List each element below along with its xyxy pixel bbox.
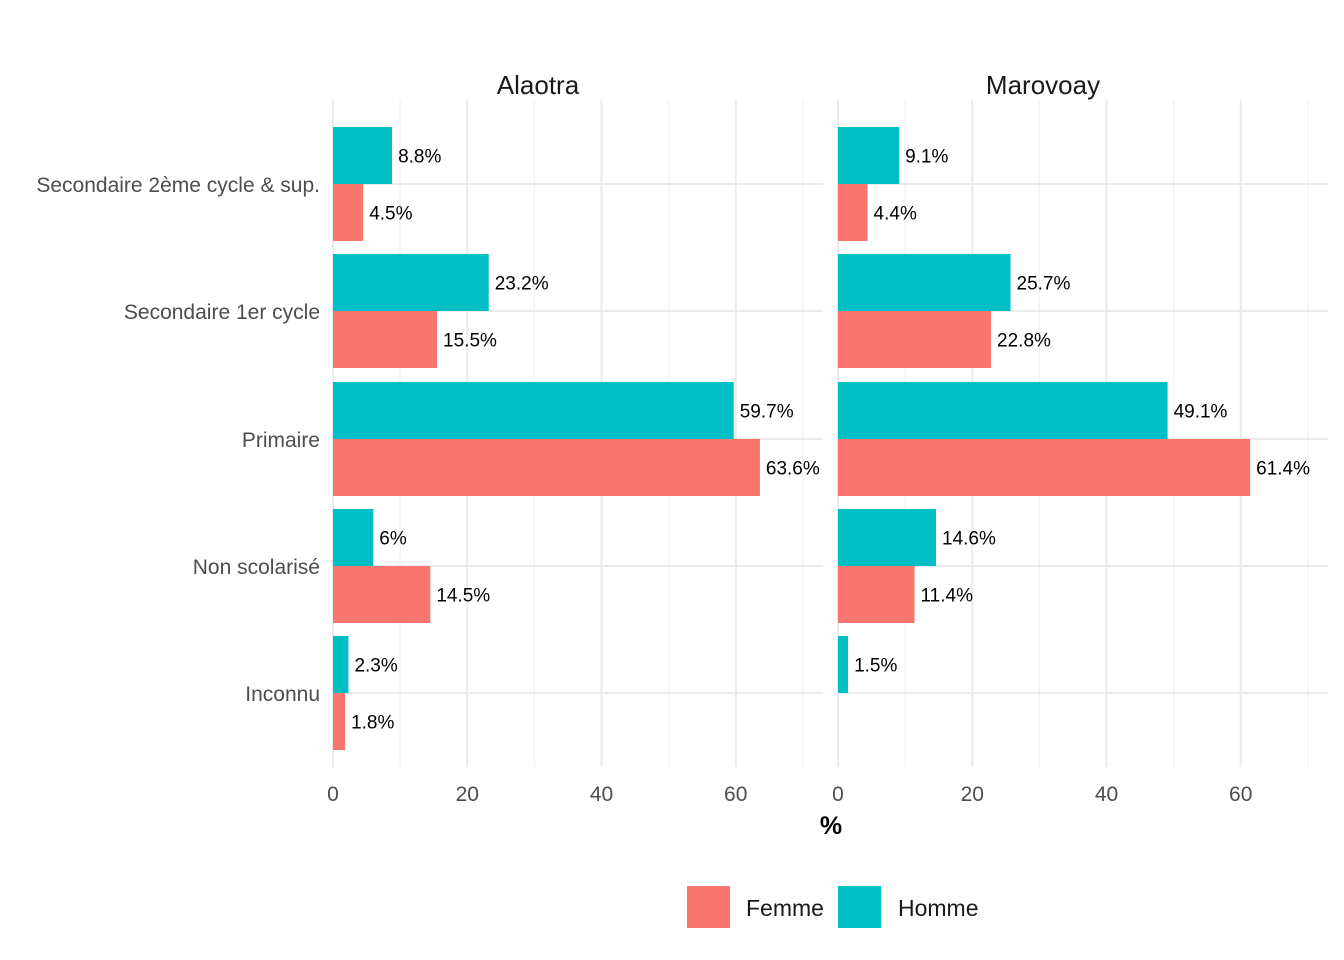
data-label: 63.6%	[766, 459, 820, 480]
facet-title: Alaotra	[497, 70, 580, 100]
data-label: 1.8%	[351, 713, 394, 734]
y-category-label: Non scolarisé	[193, 556, 320, 579]
facet-title: Marovoay	[986, 70, 1100, 100]
bar-femme	[838, 184, 868, 241]
data-label: 59.7%	[740, 402, 794, 423]
legend: Femme Homme	[687, 886, 979, 928]
data-label: 61.4%	[1256, 459, 1310, 480]
bar-homme	[838, 382, 1168, 439]
bar-homme	[333, 509, 374, 566]
bar-homme	[838, 509, 936, 566]
data-label: 25.7%	[1017, 274, 1071, 295]
x-tick-label: 40	[1095, 783, 1118, 806]
data-label: 4.4%	[874, 204, 917, 225]
x-tick-label: 40	[590, 783, 613, 806]
x-tick-label: 20	[456, 783, 479, 806]
bar-femme	[838, 439, 1251, 496]
bar-femme	[838, 566, 915, 623]
bar-femme	[333, 439, 760, 496]
bar-femme	[333, 693, 346, 750]
x-tick-label: 60	[724, 783, 747, 806]
x-tick-label: 0	[327, 783, 339, 806]
data-label: 8.8%	[398, 147, 441, 168]
y-category-label: Primaire	[242, 429, 320, 452]
bar-homme	[838, 636, 849, 693]
bar-femme	[838, 311, 992, 368]
legend-label: Femme	[746, 895, 824, 921]
bar-femme	[333, 184, 364, 241]
data-label: 6%	[379, 529, 407, 550]
bar-layer	[333, 127, 1251, 750]
data-label: 15.5%	[443, 331, 497, 352]
y-category-label: Secondaire 1er cycle	[124, 301, 320, 324]
bar-homme	[838, 254, 1011, 311]
data-label: 1.5%	[854, 656, 897, 677]
data-label: 49.1%	[1174, 402, 1228, 423]
y-category-label: Inconnu	[245, 683, 320, 706]
bar-homme	[838, 127, 900, 184]
bar-homme	[333, 636, 349, 693]
data-label: 23.2%	[495, 274, 549, 295]
label-layer: 8.8% 23.2% 59.7% 6% 2.3% 4.5% 15.5% 63.6% 14.5% 1…	[351, 147, 1310, 734]
bar-femme	[333, 566, 431, 623]
data-label: 2.3%	[354, 656, 397, 677]
axis-layer: % 0 20 40 60 Alaotra 0 20 40 60 Marovoay Secondair…	[36, 70, 1252, 840]
x-tick-label: 60	[1229, 783, 1252, 806]
x-axis-title: %	[820, 812, 842, 840]
data-label: 11.4%	[921, 586, 974, 607]
bar-homme	[333, 127, 393, 184]
x-tick-label: 20	[961, 783, 984, 806]
data-label: 14.6%	[942, 529, 996, 550]
bar-homme	[333, 382, 734, 439]
bar-femme	[333, 311, 438, 368]
y-category-label: Secondaire 2ème cycle & sup.	[36, 174, 320, 197]
legend-key-homme	[838, 886, 881, 928]
data-label: 4.5%	[369, 204, 412, 225]
data-label: 9.1%	[905, 147, 948, 168]
data-label: 22.8%	[997, 331, 1051, 352]
legend-label: Homme	[898, 895, 979, 921]
data-label: 14.5%	[436, 586, 490, 607]
legend-key-femme	[687, 886, 730, 928]
bar-homme	[333, 254, 489, 311]
x-tick-label: 0	[832, 783, 844, 806]
